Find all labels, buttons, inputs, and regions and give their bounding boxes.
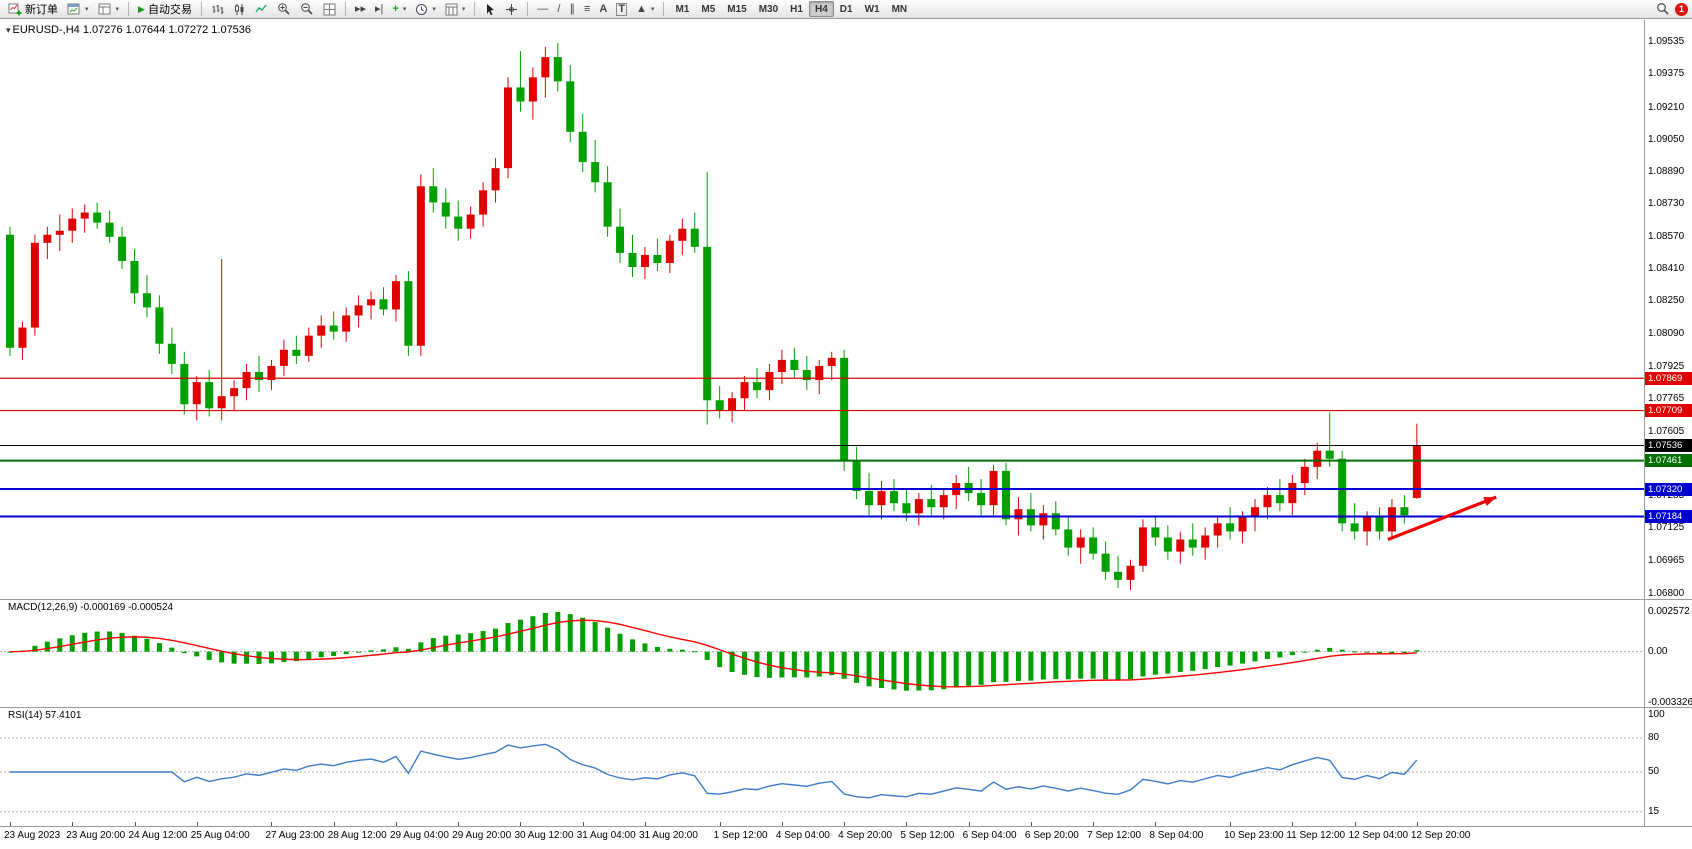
text-tool-icon: A (599, 2, 608, 15)
candlestick-icon (234, 3, 244, 15)
new-order-button[interactable]: 新订单 (4, 1, 62, 18)
new-chart-icon (67, 3, 80, 14)
toolbar-separator (344, 2, 346, 16)
cursor-tool-button[interactable] (480, 1, 500, 18)
auto-trading-label: 自动交易 (147, 4, 192, 16)
toolbar-separator (200, 2, 202, 16)
chevron-down-icon: ▾ (461, 6, 466, 13)
timeframe-button-w1[interactable]: W1 (864, 4, 880, 15)
channel-icon: ∥ (569, 2, 575, 15)
hline-tool-button[interactable]: — (533, 1, 552, 18)
rsi-label: RSI(14) 57.4101 (8, 710, 82, 721)
main-toolbar: 新订单 ▾ ▾ ▶ 自动交易 (0, 0, 1692, 19)
chevron-down-icon: ▾ (85, 6, 89, 13)
timeframe-button-m1[interactable]: M1 (675, 4, 690, 15)
zoom-out-button[interactable] (296, 1, 318, 18)
auto-trading-play-icon: ▶ (138, 3, 145, 14)
tile-windows-icon (323, 3, 336, 15)
auto-trading-button[interactable]: ▶ 自动交易 (134, 1, 196, 18)
text-tool-button[interactable]: A (595, 1, 611, 18)
notification-badge[interactable]: 1 (1675, 2, 1688, 16)
auto-scroll-icon: ▸▸ (354, 2, 366, 15)
chevron-down-icon: ▾ (432, 6, 436, 13)
arrows-tool-icon: ▲ (636, 2, 647, 15)
timeframe-button-m30[interactable]: M30 (758, 4, 779, 15)
profiles-icon (98, 3, 111, 14)
chevron-down-icon: ▾ (402, 6, 407, 13)
clock-icon (416, 3, 428, 15)
trendline-tool-button[interactable]: / (553, 1, 564, 18)
price-axis-separator (1644, 20, 1645, 827)
channel-tool-button[interactable]: ∥ (565, 1, 579, 18)
timeframe-button-m5[interactable]: M5 (701, 4, 716, 15)
timeframe-button-m15[interactable]: M15 (727, 4, 747, 15)
add-indicator-icon: + (392, 2, 399, 15)
bar-chart-mode-button[interactable] (207, 1, 228, 18)
text-label-tool-icon: T (616, 2, 628, 16)
search-icon (1657, 3, 1669, 15)
line-chart-icon (255, 4, 267, 12)
fibonacci-tool-button[interactable]: ≡ (580, 1, 594, 18)
candlestick-mode-button[interactable] (229, 1, 250, 18)
timeframe-group: M1 M5 M15 M30 H1 H4 D1 W1 MN (669, 1, 913, 17)
text-label-tool-button[interactable]: T (612, 1, 631, 18)
chart-shift-button[interactable]: ▸| (371, 1, 387, 18)
toolbar-separator (527, 2, 529, 16)
bar-chart-icon (212, 4, 224, 14)
new-chart-button[interactable]: ▾ (63, 1, 93, 18)
collapse-triangle-icon: ▾ (6, 25, 11, 35)
crosshair-icon (506, 3, 518, 15)
chevron-down-icon: ▾ (650, 6, 655, 13)
zoom-in-icon (278, 3, 290, 15)
time-axis-divider (0, 826, 1692, 827)
chevron-down-icon: ▾ (115, 6, 120, 13)
new-order-label: 新订单 (25, 4, 58, 16)
timeframe-button-h4[interactable]: H4 (808, 1, 834, 17)
cursor-icon (487, 3, 495, 15)
toolbar-separator (474, 2, 476, 16)
timeframe-button-mn[interactable]: MN (891, 4, 908, 15)
arrows-tool-button[interactable]: ▲ ▾ (632, 1, 658, 18)
chart-shift-icon: ▸| (375, 2, 384, 15)
profiles-button[interactable]: ▾ (94, 1, 124, 18)
auto-scroll-button[interactable]: ▸▸ (351, 1, 370, 18)
chart-title-text: EURUSD-,H4 1.07276 1.07644 1.07272 1.075… (12, 24, 252, 36)
macd-label: MACD(12,26,9) -0.000169 -0.000524 (8, 602, 174, 613)
trendline-icon: / (557, 2, 561, 15)
macd-rsi-divider[interactable] (0, 707, 1692, 708)
templates-icon (445, 3, 458, 15)
toolbar-separator (663, 2, 665, 16)
fibonacci-icon: ≡ (583, 2, 591, 15)
new-order-icon (8, 3, 22, 16)
line-chart-mode-button[interactable] (251, 1, 272, 18)
zoom-in-button[interactable] (273, 1, 295, 18)
search-button[interactable] (1652, 1, 1674, 18)
tile-windows-button[interactable] (319, 1, 340, 18)
add-indicator-button[interactable]: + ▾ (388, 1, 410, 18)
periods-button[interactable]: ▾ (411, 1, 440, 18)
crosshair-tool-button[interactable] (501, 1, 522, 18)
timeframe-button-d1[interactable]: D1 (839, 4, 853, 15)
toolbar-separator (128, 2, 130, 16)
timeframe-button-h1[interactable]: H1 (790, 4, 803, 15)
horizontal-line-icon: — (537, 2, 549, 15)
templates-button[interactable]: ▾ (441, 1, 470, 18)
main-macd-divider[interactable] (0, 599, 1692, 600)
chart-title: ▾ EURUSD-,H4 1.07276 1.07644 1.07272 1.07… (6, 24, 251, 36)
zoom-out-icon (301, 3, 313, 15)
